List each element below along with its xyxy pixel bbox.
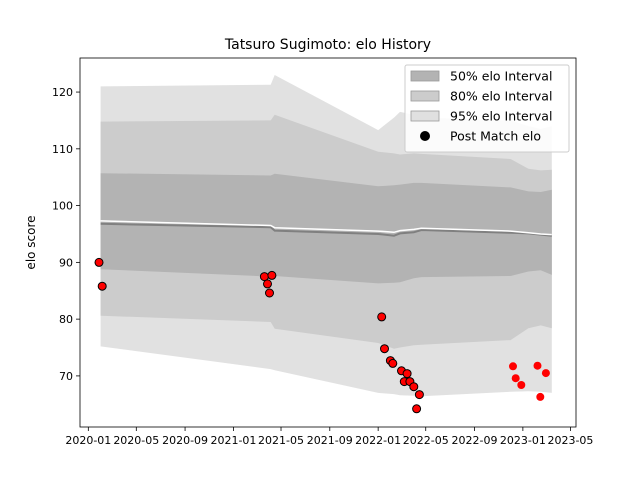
post-match-point <box>380 344 389 354</box>
post-match-point <box>377 312 387 322</box>
y-tick-label: 90 <box>59 256 73 269</box>
post-match-point <box>265 288 274 298</box>
mean-lines <box>100 220 552 237</box>
band-50pct <box>100 173 552 284</box>
x-tick-label: 2022-09 <box>452 434 498 447</box>
post-match-point <box>414 390 424 400</box>
legend-label: 80% elo Interval <box>450 89 552 104</box>
post-match-point <box>412 404 422 414</box>
x-tick-label: 2022-01 <box>355 434 401 447</box>
legend-swatch <box>410 90 440 102</box>
x-axis: 2020-01 2020-05 2020-09 2021-01 2021-05 2021-… <box>65 427 593 447</box>
post-match-point <box>388 358 398 368</box>
y-tick-label: 120 <box>52 86 73 99</box>
x-tick-label: 2020-01 <box>65 434 111 447</box>
post-match-point <box>511 374 520 383</box>
y-tick-label: 110 <box>52 143 73 156</box>
post-match-point <box>533 361 542 370</box>
post-match-point <box>541 369 550 378</box>
legend-swatch <box>410 70 440 82</box>
x-tick-label: 2023-05 <box>547 434 593 447</box>
post-match-point <box>267 270 277 280</box>
legend-label: Post Match elo <box>450 129 541 144</box>
chart-title: Tatsuro Sugimoto: elo History <box>224 37 431 53</box>
legend-marker <box>420 131 430 141</box>
x-tick-label: 2020-09 <box>162 434 208 447</box>
post-match-point <box>259 272 269 282</box>
post-match-points <box>94 257 550 414</box>
y-axis-label: elo score <box>24 215 38 269</box>
x-tick-label: 2021-01 <box>210 434 256 447</box>
x-tick-label: 2021-05 <box>258 434 304 447</box>
post-match-point <box>97 281 107 291</box>
post-match-point <box>509 362 517 371</box>
post-match-point <box>94 257 104 267</box>
legend-swatch <box>410 110 440 122</box>
y-tick-label: 80 <box>59 313 73 326</box>
legend: 50% elo Interval 80% elo Interval 95% elo … <box>404 64 570 153</box>
x-tick-label: 2021-09 <box>307 434 353 447</box>
x-tick-label: 2020-05 <box>113 434 159 447</box>
post-match-point <box>517 381 526 389</box>
y-axis: 70 80 90 100 110 120 <box>52 86 80 383</box>
upper-elo-line <box>100 220 552 236</box>
post-match-point <box>536 392 545 401</box>
legend-box <box>404 64 570 153</box>
y-tick-label: 100 <box>52 200 73 213</box>
y-tick-label: 70 <box>59 370 73 383</box>
x-tick-label: 2022-05 <box>403 434 449 447</box>
legend-label: 50% elo Interval <box>450 69 552 84</box>
post-match-point <box>409 382 419 392</box>
legend-label: 95% elo Interval <box>450 109 552 124</box>
post-match-point <box>402 369 412 379</box>
plot-frame <box>79 57 577 428</box>
x-tick-label: 2023-01 <box>500 434 546 447</box>
post-match-point <box>263 279 272 289</box>
